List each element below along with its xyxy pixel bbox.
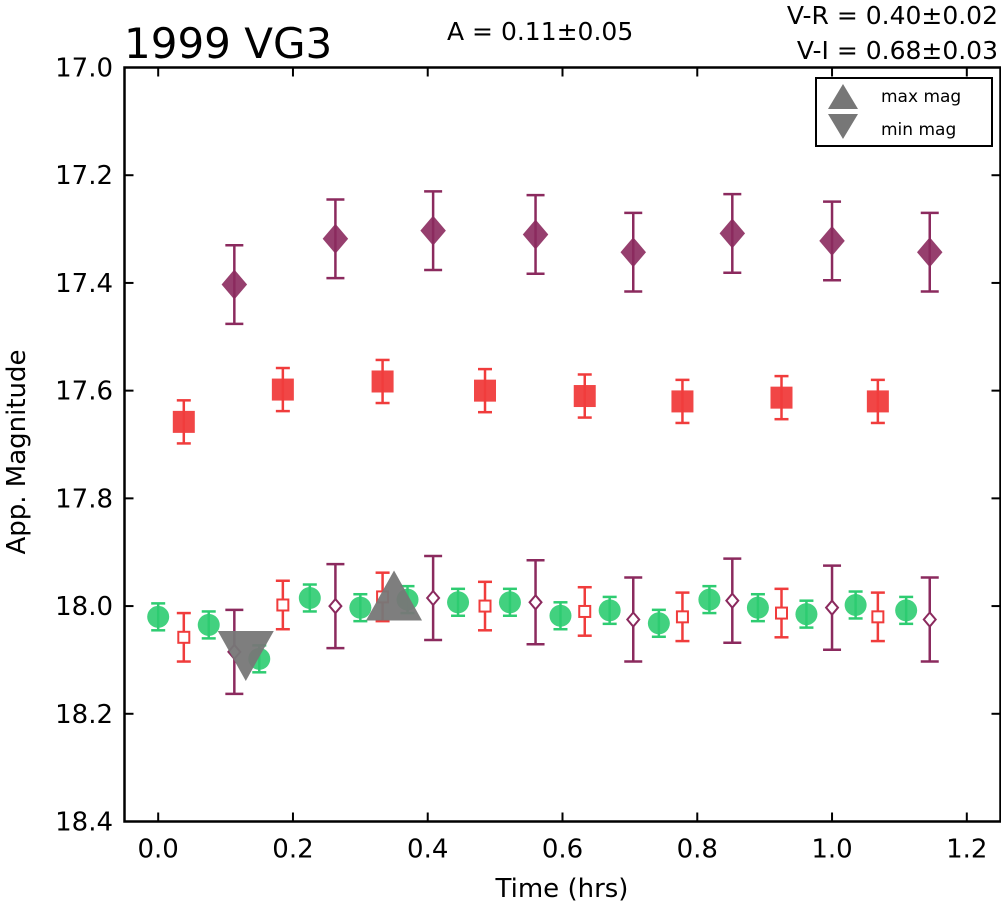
y-tick-label: 18.0 [55,592,113,622]
data-point [620,237,647,268]
data-point [522,219,549,250]
x-tick-label: 0.0 [138,835,179,865]
color-vi-annotation: V-I = 0.68±0.03 [797,36,998,65]
y-tick-label: 17.2 [55,161,113,191]
data-point [916,237,943,268]
plot-frame [123,66,1001,823]
data-point [698,588,721,611]
data-point [719,218,746,249]
axis-ticks: 0.0 0.2 0.4 0.6 0.8 1.0 1.2 17.0 17.2 17.4 17.6 17.… [55,54,1001,865]
series-open-square [176,571,885,663]
y-tick-label: 17.4 [55,269,113,299]
series-open-diamond [225,554,939,696]
y-tick-label: 17.8 [55,484,113,514]
data-point [349,596,372,619]
data-point [895,599,918,622]
data-point [549,604,572,627]
legend-min-mag-label: min mag [881,120,956,140]
data-point [844,593,867,616]
data-point [328,597,343,615]
data-point [425,589,441,607]
data-point [675,610,689,624]
x-axis-label: Time (hrs) [495,874,629,904]
data-point [625,610,641,629]
data-point [197,613,220,636]
data-point [824,599,840,617]
y-tick-label: 17.0 [55,54,113,84]
data-point [172,410,195,433]
data-point [221,269,248,300]
data-point [647,612,670,635]
x-tick-label: 0.4 [407,835,448,865]
data-point [866,390,889,413]
x-tick-label: 0.8 [677,835,718,865]
x-tick-label: 1.0 [811,835,852,865]
y-tick-label: 17.6 [55,377,113,407]
series-filled-square [172,358,889,445]
data-point [298,586,321,609]
data-point [498,591,521,614]
data-point [770,386,793,409]
x-tick-label: 0.2 [272,835,313,865]
data-point [775,606,788,620]
legend-min-mag-marker-icon [828,114,858,139]
y-tick-label: 18.2 [55,700,113,730]
data-point [795,603,818,626]
data-point [746,596,769,619]
data-point [474,379,497,402]
data-point [147,605,170,628]
data-point [598,599,621,622]
data-point [528,593,543,611]
legend-max-mag-marker-icon [828,84,858,109]
min-mag-marker [217,630,274,681]
data-point [725,592,740,610]
y-axis-label: App. Magnitude [2,349,32,554]
data-point [371,370,394,393]
x-tick-label: 1.2 [946,835,987,865]
data-point [177,630,191,644]
data-point [478,599,492,613]
data-point [671,390,694,413]
data-point [271,378,294,401]
data-point [322,223,349,254]
legend-max-mag-label: max mag [881,87,961,107]
data-point [573,385,596,408]
chart-title: 1999 VG3 [124,19,332,68]
series-filled-diamond [221,190,943,326]
data-marks [147,190,943,696]
series-filled-circle [147,583,918,674]
amplitude-annotation: A = 0.11±0.05 [447,17,633,46]
data-point [922,610,938,629]
data-point [819,225,845,256]
y-tick-label: 18.4 [55,808,113,838]
data-point [276,598,290,612]
data-point [447,591,470,614]
data-point [420,215,446,246]
legend: max mag min mag [815,77,993,147]
max-mag-marker [366,570,423,621]
x-tick-label: 0.6 [542,835,583,865]
data-point [578,604,592,618]
data-point [871,610,885,624]
color-vr-annotation: V-R = 0.40±0.02 [787,1,998,30]
